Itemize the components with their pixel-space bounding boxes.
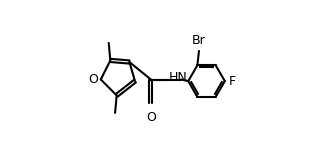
- Text: O: O: [88, 73, 98, 86]
- Text: F: F: [229, 75, 236, 88]
- Text: HN: HN: [169, 71, 188, 84]
- Text: O: O: [146, 111, 156, 124]
- Text: Br: Br: [192, 34, 206, 47]
